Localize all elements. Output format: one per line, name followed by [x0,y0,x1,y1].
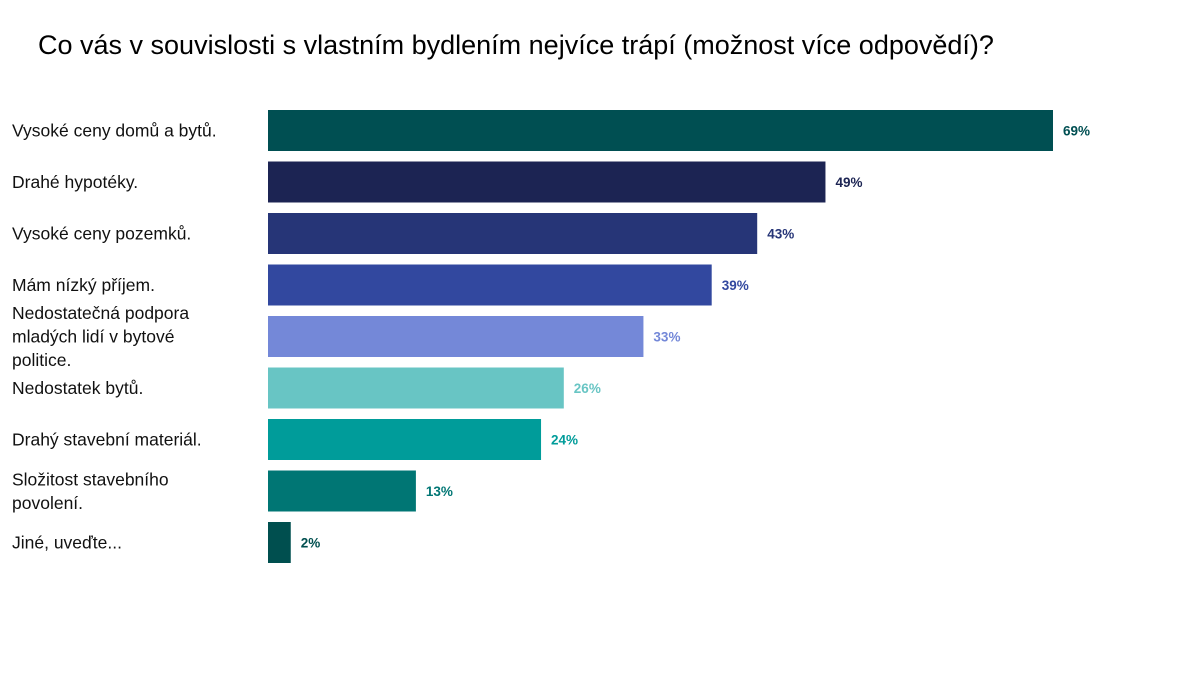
category-label-line: Drahé hypotéky. [12,172,138,192]
category-label-line: mladých lidí v bytové [12,327,174,347]
value-label-4: 39% [722,278,749,293]
value-label-7: 24% [551,433,578,448]
category-label-line: Nedostatek bytů. [12,378,143,398]
value-label-3: 43% [767,227,794,242]
category-label-7: Drahý stavební materiál. [12,430,202,450]
bar-9 [268,522,291,563]
category-label-line: Vysoké ceny pozemků. [12,224,191,244]
value-label-1: 69% [1063,124,1090,139]
category-label-6: Nedostatek bytů. [12,378,143,398]
category-label-line: Jiné, uveďte... [12,533,122,553]
category-label-line: Vysoké ceny domů a bytů. [12,121,217,141]
category-label-4: Mám nízký příjem. [12,275,155,295]
category-label-8: Složitost stavebního povolení. [12,469,169,513]
category-label-5: Nedostatečná podpora mladých lidí v bytov… [12,303,189,370]
category-label-line: povolení. [12,493,83,513]
value-label-6: 26% [574,381,601,396]
value-label-9: 2% [301,536,321,551]
bars [268,110,1053,563]
bar-8 [268,470,416,512]
chart-title: Co vás v souvislosti s vlastním bydlením… [38,30,994,60]
bar-6 [268,367,564,409]
category-label-1: Vysoké ceny domů a bytů. [12,121,217,141]
bar-2 [268,161,826,203]
category-label-line: Nedostatečná podpora [12,303,189,323]
category-label-3: Vysoké ceny pozemků. [12,224,191,244]
value-labels: 69% 49% 43% 39% 33% 26% 24% 13% 2% [301,124,1090,551]
category-label-line: politice. [12,350,71,370]
category-label-line: Drahý stavební materiál. [12,430,202,450]
value-label-8: 13% [426,484,453,499]
category-label-line: Složitost stavebního [12,469,169,489]
value-label-2: 49% [835,175,862,190]
bar-3 [268,213,758,254]
category-label-2: Drahé hypotéky. [12,172,138,192]
value-label-5: 33% [653,330,680,345]
category-labels: Vysoké ceny domů a bytů. Drahé hypotéky. V… [12,121,217,553]
bar-5 [268,316,644,357]
bar-1 [268,110,1053,151]
category-label-9: Jiné, uveďte... [12,533,122,553]
category-label-line: Mám nízký příjem. [12,275,155,295]
bar-4 [268,264,712,306]
bar-7 [268,419,542,460]
